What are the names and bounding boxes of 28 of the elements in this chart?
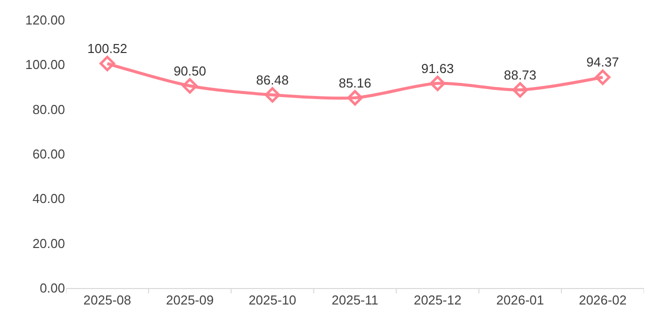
data-label: 94.37 [586,54,619,70]
x-tick-label: 2025-09 [166,292,214,308]
x-tick-label: 2025-12 [414,292,462,308]
data-label: 90.50 [174,63,206,78]
y-tick-label: 40.00 [32,191,65,206]
point [594,69,610,85]
point [100,56,116,72]
data-label: 85.16 [338,75,372,90]
point [430,76,446,92]
data-label: 91.63 [421,60,454,76]
y-tick-label: 120.00 [25,12,65,28]
y-tick-label: 60.00 [32,146,65,162]
y-tick-label: 80.00 [32,102,65,117]
point [512,82,528,98]
x-tick-label: 2025-11 [332,292,378,308]
y-tick-label: 100.00 [25,57,65,72]
data-label: 86.48 [256,72,289,88]
x-tick-label: 2025-08 [83,292,132,308]
point [182,78,198,94]
data-label: 100.52 [87,41,128,56]
y-tick-label: 0.00 [40,280,65,296]
x-tick-label: 2026-02 [578,292,627,308]
x-tick-label: 2025-10 [248,292,296,308]
point [347,90,363,106]
x-tick-label: 2026-01 [496,292,544,308]
point [264,87,280,103]
data-label: 88.73 [504,67,536,82]
y-tick-label: 20.00 [32,236,65,251]
